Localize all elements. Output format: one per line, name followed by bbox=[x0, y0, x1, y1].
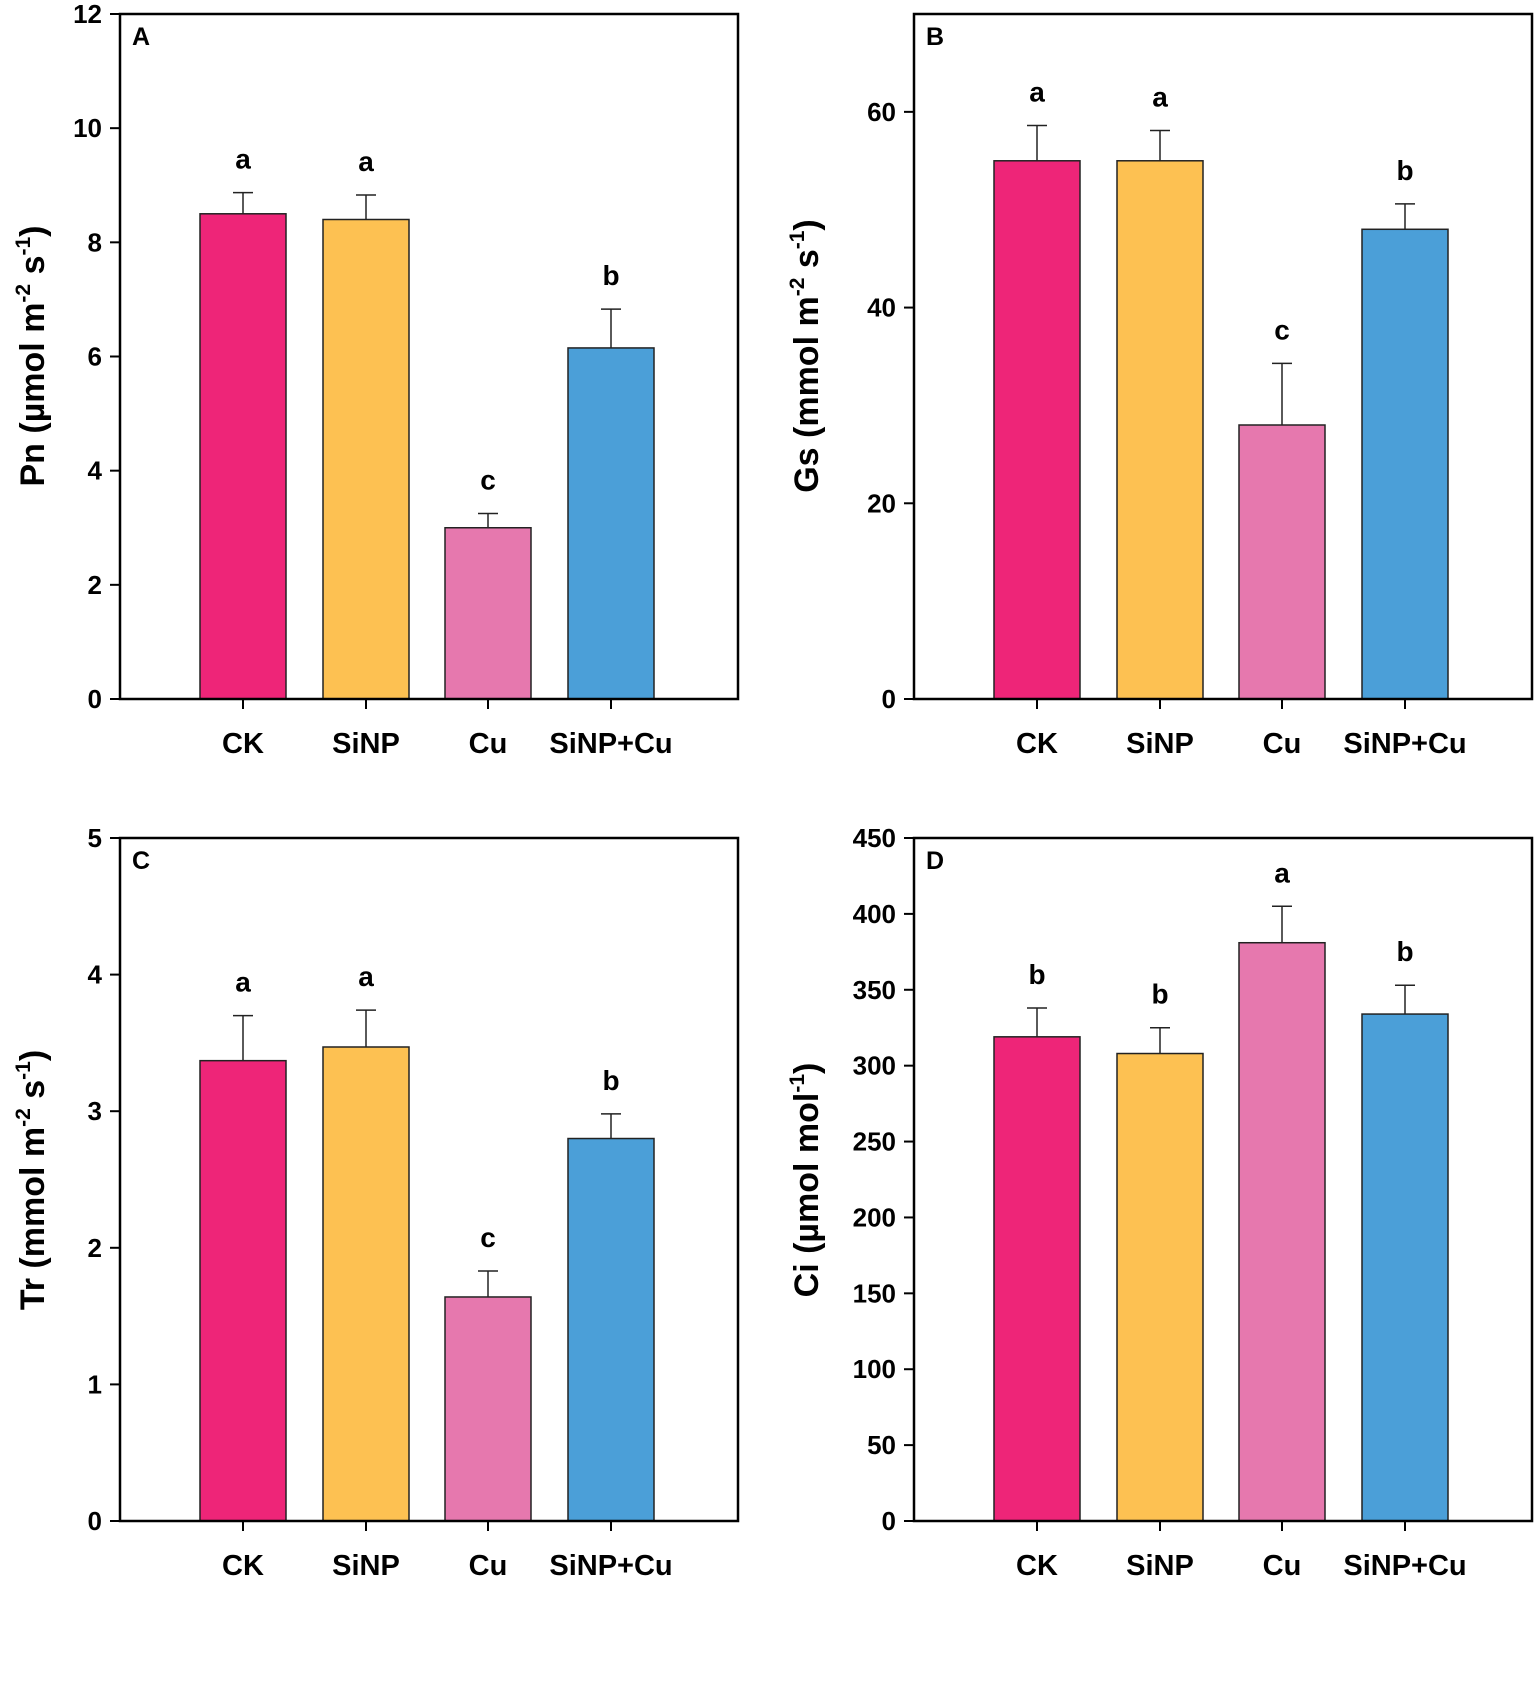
y-tick-label: 450 bbox=[853, 823, 896, 853]
significance-label: a bbox=[358, 146, 374, 177]
bar-sinp-cu bbox=[1361, 1013, 1449, 1522]
significance-label: b bbox=[1396, 155, 1413, 186]
bar-sinp bbox=[1116, 160, 1204, 700]
y-axis-title: Gs (mmol m-2 s-1) bbox=[786, 219, 826, 493]
category-label: Cu bbox=[1263, 1550, 1302, 1582]
y-tick-label: 12 bbox=[73, 0, 102, 29]
panel-letter: B bbox=[926, 23, 944, 51]
y-tick-label: 2 bbox=[88, 570, 102, 600]
significance-label: a bbox=[358, 961, 374, 992]
y-tick-label: 4 bbox=[88, 960, 103, 990]
category-label: CK bbox=[1016, 1550, 1058, 1582]
significance-label: c bbox=[1274, 314, 1290, 345]
significance-label: b bbox=[1396, 936, 1413, 967]
y-tick-label: 100 bbox=[853, 1354, 896, 1384]
category-label: SiNP bbox=[1126, 728, 1194, 760]
y-tick-label: 50 bbox=[867, 1430, 896, 1460]
bar-ck bbox=[199, 213, 287, 700]
bar-sinp bbox=[322, 1046, 410, 1522]
y-tick-label: 0 bbox=[882, 684, 896, 714]
significance-label: b bbox=[1028, 959, 1045, 990]
significance-label: b bbox=[602, 260, 619, 291]
category-label: SiNP+Cu bbox=[549, 1550, 672, 1582]
panel-letter: D bbox=[926, 847, 944, 875]
y-tick-label: 4 bbox=[88, 456, 103, 486]
y-tick-label: 6 bbox=[88, 342, 102, 372]
y-tick-label: 40 bbox=[867, 293, 896, 323]
y-tick-label: 300 bbox=[853, 1051, 896, 1081]
significance-label: b bbox=[602, 1065, 619, 1096]
y-tick-label: 20 bbox=[867, 488, 896, 518]
y-tick-label: 250 bbox=[853, 1127, 896, 1157]
y-tick-label: 1 bbox=[88, 1369, 102, 1399]
category-label: SiNP bbox=[1126, 1550, 1194, 1582]
category-label: Cu bbox=[1263, 728, 1302, 760]
bar-sinp-cu bbox=[567, 347, 655, 700]
significance-label: a bbox=[1029, 77, 1045, 108]
y-tick-label: 60 bbox=[867, 97, 896, 127]
y-axis-title: Tr (mmol m-2 s-1) bbox=[12, 1050, 52, 1310]
category-label: SiNP bbox=[332, 1550, 400, 1582]
panel-b: a CK a SiNP c Cu b SiNP+Cu 0 20 40 60 B Gs (mmol m-2 … bbox=[786, 12, 1534, 760]
category-label: Cu bbox=[469, 728, 508, 760]
y-tick-label: 0 bbox=[88, 1506, 102, 1536]
y-tick-label: 0 bbox=[88, 684, 102, 714]
plot-frame bbox=[912, 12, 1534, 701]
significance-label: a bbox=[1274, 857, 1290, 888]
panel-d: b CK b SiNP a Cu b SiNP+Cu 0 50 100 150 200 250 300 350… bbox=[786, 823, 1534, 1582]
bar-sinp-cu bbox=[1361, 228, 1449, 700]
panel-c: a CK a SiNP c Cu b SiNP+Cu 0 1 2 3 4 5 C Tr (mmol m-2 s… bbox=[12, 823, 740, 1582]
y-tick-label: 200 bbox=[853, 1202, 896, 1232]
bar-ck bbox=[993, 160, 1081, 700]
category-label: SiNP+Cu bbox=[549, 728, 672, 760]
bar-sinp-cu bbox=[567, 1137, 655, 1522]
y-tick-label: 2 bbox=[88, 1233, 102, 1263]
significance-label: a bbox=[235, 144, 251, 175]
y-tick-label: 10 bbox=[73, 113, 102, 143]
bar-cu bbox=[1238, 941, 1326, 1522]
category-label: CK bbox=[222, 1550, 264, 1582]
bar-cu bbox=[1238, 424, 1326, 700]
significance-label: a bbox=[1152, 81, 1168, 112]
y-tick-label: 0 bbox=[882, 1506, 896, 1536]
y-tick-label: 8 bbox=[88, 227, 102, 257]
significance-label: c bbox=[480, 464, 496, 495]
y-tick-label: 3 bbox=[88, 1096, 102, 1126]
category-label: Cu bbox=[469, 1550, 508, 1582]
bar-ck bbox=[199, 1059, 287, 1522]
plot-frame bbox=[118, 836, 740, 1523]
y-tick-label: 350 bbox=[853, 975, 896, 1005]
bar-cu bbox=[444, 1296, 532, 1522]
category-label: CK bbox=[222, 728, 264, 760]
y-axis-title: Pn (µmol m-2 s-1) bbox=[12, 226, 52, 487]
y-tick-label: 150 bbox=[853, 1278, 896, 1308]
panel-letter: C bbox=[132, 847, 150, 875]
bar-cu bbox=[444, 527, 532, 700]
bar-ck bbox=[993, 1036, 1081, 1522]
y-axis-title: Ci (µmol mol-1) bbox=[786, 1063, 826, 1298]
panel-letter: A bbox=[132, 23, 150, 51]
category-label: SiNP+Cu bbox=[1343, 1550, 1466, 1582]
significance-label: b bbox=[1151, 979, 1168, 1010]
plot-frame bbox=[912, 836, 1534, 1523]
bar-sinp bbox=[322, 218, 410, 700]
category-label: SiNP bbox=[332, 728, 400, 760]
significance-label: a bbox=[235, 967, 251, 998]
y-tick-label: 400 bbox=[853, 899, 896, 929]
category-label: CK bbox=[1016, 728, 1058, 760]
significance-label: c bbox=[480, 1222, 496, 1253]
panel-a: a CK a SiNP c Cu b SiNP+Cu 0 2 4 6 8 10 12 A Pn (µmol m-… bbox=[12, 0, 740, 760]
category-label: SiNP+Cu bbox=[1343, 728, 1466, 760]
bar-sinp bbox=[1116, 1052, 1204, 1522]
y-tick-label: 5 bbox=[88, 823, 102, 853]
